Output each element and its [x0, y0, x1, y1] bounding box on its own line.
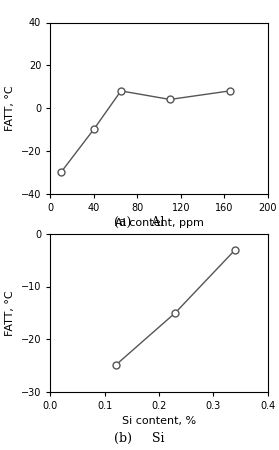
X-axis label: Al content, ppm: Al content, ppm	[115, 218, 203, 228]
Y-axis label: FATT, °C: FATT, °C	[5, 290, 15, 336]
Text: (b)     Si: (b) Si	[114, 432, 165, 445]
Y-axis label: FATT, °C: FATT, °C	[5, 85, 15, 131]
Text: (a)     Al: (a) Al	[114, 216, 165, 229]
X-axis label: Si content, %: Si content, %	[122, 416, 196, 426]
